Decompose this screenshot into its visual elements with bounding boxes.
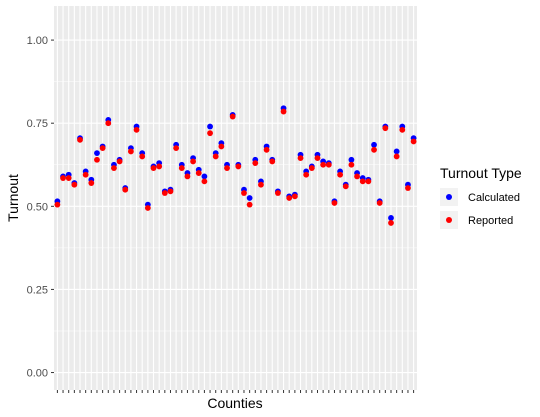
point-reported [60,175,66,181]
point-reported [388,220,394,226]
legend-label-calculated: Calculated [468,192,520,204]
point-reported [161,190,168,196]
point-reported [303,171,310,178]
data-points [54,105,417,226]
legend: Turnout Type Calculated Reported [440,165,522,229]
point-reported [54,201,61,208]
point-reported [405,185,411,191]
point-calculated [246,195,253,201]
point-reported [229,113,236,120]
point-reported [246,201,253,208]
point-reported [150,165,157,171]
legend-label-reported: Reported [468,215,513,227]
point-reported [275,190,281,196]
point-reported [144,205,151,211]
point-calculated [348,156,355,163]
point-reported [393,153,400,160]
point-reported [173,145,180,152]
point-reported [241,190,247,196]
point-reported [77,136,83,143]
point-reported [235,163,242,170]
point-reported [331,200,338,206]
panel-background [54,6,417,390]
point-calculated [388,215,394,221]
point-reported [105,120,112,127]
point-reported [190,158,196,165]
point-reported [207,130,213,137]
point-reported [99,145,106,152]
point-reported [410,138,417,145]
point-reported [184,173,191,180]
point-reported [337,171,344,178]
point-reported [325,161,332,168]
point-reported [212,153,219,160]
point-reported [354,173,360,180]
point-reported [88,180,95,186]
point-reported [263,146,270,153]
y-tick-label: 0.00 [27,368,48,380]
point-reported [314,155,321,162]
point-reported [71,181,78,188]
point-reported [359,178,366,185]
point-reported [320,161,327,168]
y-tick-label: 0.25 [27,284,48,296]
point-calculated [371,141,377,148]
point-reported [252,160,259,166]
y-axis-tick-labels: 0.00 0.25 0.50 0.75 1.00 [27,35,48,379]
point-calculated [393,148,400,155]
point-reported [382,125,389,132]
point-reported [167,188,174,195]
point-reported [218,143,225,150]
point-reported [111,165,117,171]
point-reported [291,193,298,200]
x-axis-ticks [56,390,415,393]
point-reported [258,181,264,188]
point-reported [133,126,140,133]
x-axis-title: Counties [207,395,262,411]
point-reported [139,153,146,160]
point-calculated [201,173,208,180]
point-reported [224,165,230,171]
point-reported [308,165,315,171]
point-reported [178,165,185,171]
point-reported [365,178,372,185]
point-calculated [207,123,213,130]
point-reported [195,170,202,176]
point-reported [82,171,89,178]
point-reported [399,126,406,133]
point-reported [371,146,377,153]
y-tick-label: 0.75 [27,118,48,130]
point-reported [376,200,383,206]
point-reported [116,158,123,165]
point-reported [127,148,134,155]
major-gridlines [54,6,417,390]
point-calculated [94,150,100,157]
point-reported [280,108,287,115]
point-reported [342,183,349,190]
legend-title: Turnout Type [440,165,522,181]
y-axis-title: Turnout [5,174,21,222]
point-reported [94,156,100,163]
point-reported [65,175,72,181]
point-reported [297,155,304,162]
point-reported [122,186,129,193]
point-reported [156,163,163,170]
legend-marker-calculated [446,194,452,200]
point-reported [201,178,208,185]
y-axis-ticks [51,39,54,374]
legend-marker-reported [446,217,452,223]
y-tick-label: 0.50 [27,201,48,213]
point-reported [269,158,276,165]
y-tick-label: 1.00 [27,35,48,47]
point-reported [348,161,355,168]
point-reported [286,195,293,201]
